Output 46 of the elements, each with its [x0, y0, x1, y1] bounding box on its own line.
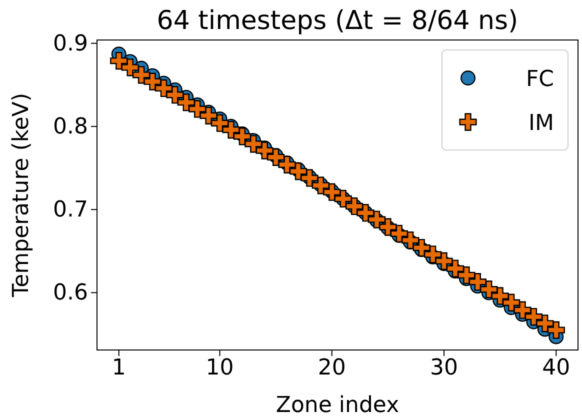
point [468, 273, 486, 291]
y-tick-label: 0.9 [53, 31, 88, 56]
x-axis-title: Zone index [276, 393, 400, 417]
point [200, 106, 218, 124]
point [502, 294, 520, 312]
point [390, 224, 408, 242]
y-tick-label: 0.7 [53, 198, 88, 223]
point [424, 246, 442, 264]
point [446, 260, 464, 278]
chart-title: 64 timesteps (Δt = 8/64 ns) [156, 6, 518, 36]
point [166, 86, 184, 104]
point [154, 79, 173, 98]
x-tick-label: 40 [542, 356, 570, 381]
point [491, 287, 509, 305]
point [210, 114, 229, 132]
x-tick-label: 30 [430, 356, 458, 381]
x-tick-label: 20 [318, 356, 346, 381]
point [536, 314, 554, 332]
point [524, 308, 543, 326]
y-axis-title: Temperature (keV) [9, 92, 34, 298]
x-tick-label: 10 [206, 356, 234, 381]
point [244, 135, 262, 153]
point [110, 52, 128, 70]
point [188, 100, 206, 118]
x-tick-label: 1 [112, 356, 126, 381]
point [547, 321, 565, 339]
y-tick-label: 0.6 [53, 280, 88, 306]
point [278, 156, 296, 174]
point [144, 72, 162, 90]
point [514, 301, 532, 319]
point [132, 66, 150, 84]
point [480, 280, 498, 298]
legend-label: IM [528, 111, 554, 136]
point [233, 128, 252, 146]
y-tick-label: 0.8 [53, 114, 88, 140]
point [267, 148, 285, 166]
point [121, 58, 139, 76]
point [222, 120, 240, 139]
point [177, 94, 195, 112]
point [412, 238, 430, 257]
point [435, 252, 453, 270]
point [402, 231, 420, 250]
point [256, 142, 274, 160]
point [458, 266, 476, 284]
point [289, 162, 308, 180]
legend-label: FC [526, 67, 554, 92]
